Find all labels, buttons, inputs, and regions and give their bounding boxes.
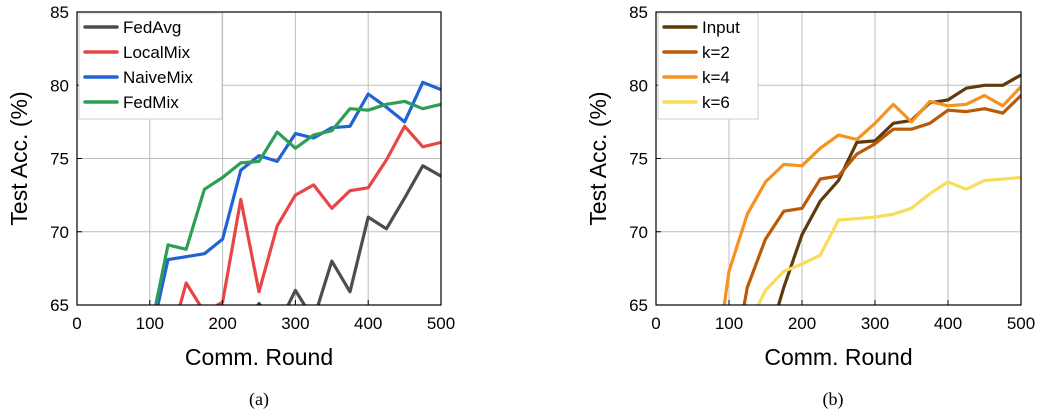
y-axis-label: Test Acc. (%) [6,91,32,225]
y-axis-label: Test Acc. (%) [585,91,611,225]
legend-label: FedAvg [123,18,181,37]
x-tick-label: 100 [715,314,743,333]
series-line-k-2 [742,93,1021,305]
x-tick-label: 400 [934,314,962,333]
x-tick-label: 400 [354,314,382,333]
y-tick-label: 80 [50,76,69,95]
legend-label: NaiveMix [123,68,193,87]
series-line-k-6 [756,175,1021,305]
x-axis-label: Comm. Round [185,344,333,370]
x-tick-label: 300 [861,314,889,333]
y-tick-label: 85 [50,3,69,22]
chart-a: 0 100 200 300 400 500 65 70 75 80 85 Comm. Round Tes… [6,3,455,410]
y-tick-label: 80 [629,76,648,95]
series-line-fedmix [154,99,441,305]
series-line-naivemix [156,80,441,305]
y-tick-label: 70 [629,223,648,242]
x-tick-label: 300 [281,314,309,333]
y-tick-label: 70 [50,223,69,242]
chart-b: 0 100 200 300 400 500 65 70 75 80 85 Comm. Round Tes… [585,3,1035,410]
x-tick-label: 200 [208,314,236,333]
legend-label: FedMix [123,93,179,112]
legend-label: k=6 [702,93,730,112]
series-group [154,80,441,305]
y-tick-label: 75 [629,150,648,169]
x-tick-label: 500 [427,314,455,333]
series-line-fedavg [256,164,441,305]
chart-caption: (b) [823,389,844,410]
legend-label: Input [702,18,740,37]
y-tick-label: 65 [629,296,648,315]
y-tick-label: 85 [629,3,648,22]
x-axis-label: Comm. Round [764,344,912,370]
x-tick-label: 200 [788,314,816,333]
x-tick-label: 0 [651,314,660,333]
y-tick-label: 65 [50,296,69,315]
legend-label: k=2 [702,43,730,62]
x-tick-label: 0 [72,314,81,333]
x-tick-label: 100 [136,314,164,333]
series-group [722,73,1021,305]
series-line-k-4 [722,85,1021,305]
y-tick-label: 75 [50,150,69,169]
legend-label: LocalMix [123,43,191,62]
series-line-input [776,73,1021,305]
chart-caption: (a) [249,389,269,410]
series-line-localmix [178,124,441,305]
x-tick-label: 500 [1007,314,1035,333]
legend-label: k=4 [702,68,730,87]
